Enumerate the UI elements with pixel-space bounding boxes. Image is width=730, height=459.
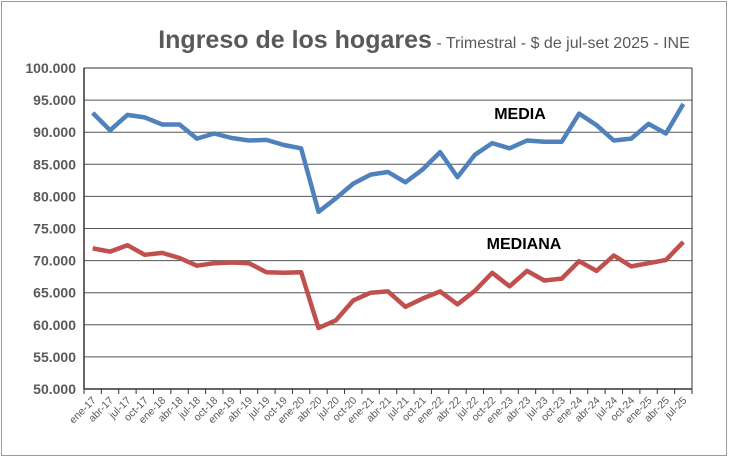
chart-subtitle: - Trimestral - $ de jul-set 2025 - INE [436,35,690,52]
series-label: MEDIA [494,106,546,123]
y-tick-label: 95.000 [33,92,76,108]
series-label: MEDIANA [487,236,562,253]
series-line-media [91,102,686,215]
y-tick-label: 85.000 [33,156,76,172]
y-tick-label: 65.000 [33,285,76,301]
chart-title-block: Ingreso de los hogares - Trimestral - $ … [0,26,730,55]
y-tick-label: 70.000 [33,253,76,269]
y-tick-label: 60.000 [33,317,76,333]
y-tick-label: 55.000 [33,349,76,365]
series-line-mediana [92,240,685,331]
y-tick-label: 75.000 [33,221,76,237]
y-tick-label: 100.000 [25,60,76,76]
chart-title: Ingreso de los hogares [158,26,432,54]
y-tick-label: 90.000 [33,124,76,140]
y-tick-label: 80.000 [33,188,76,204]
y-tick-label: 50.000 [33,381,76,397]
